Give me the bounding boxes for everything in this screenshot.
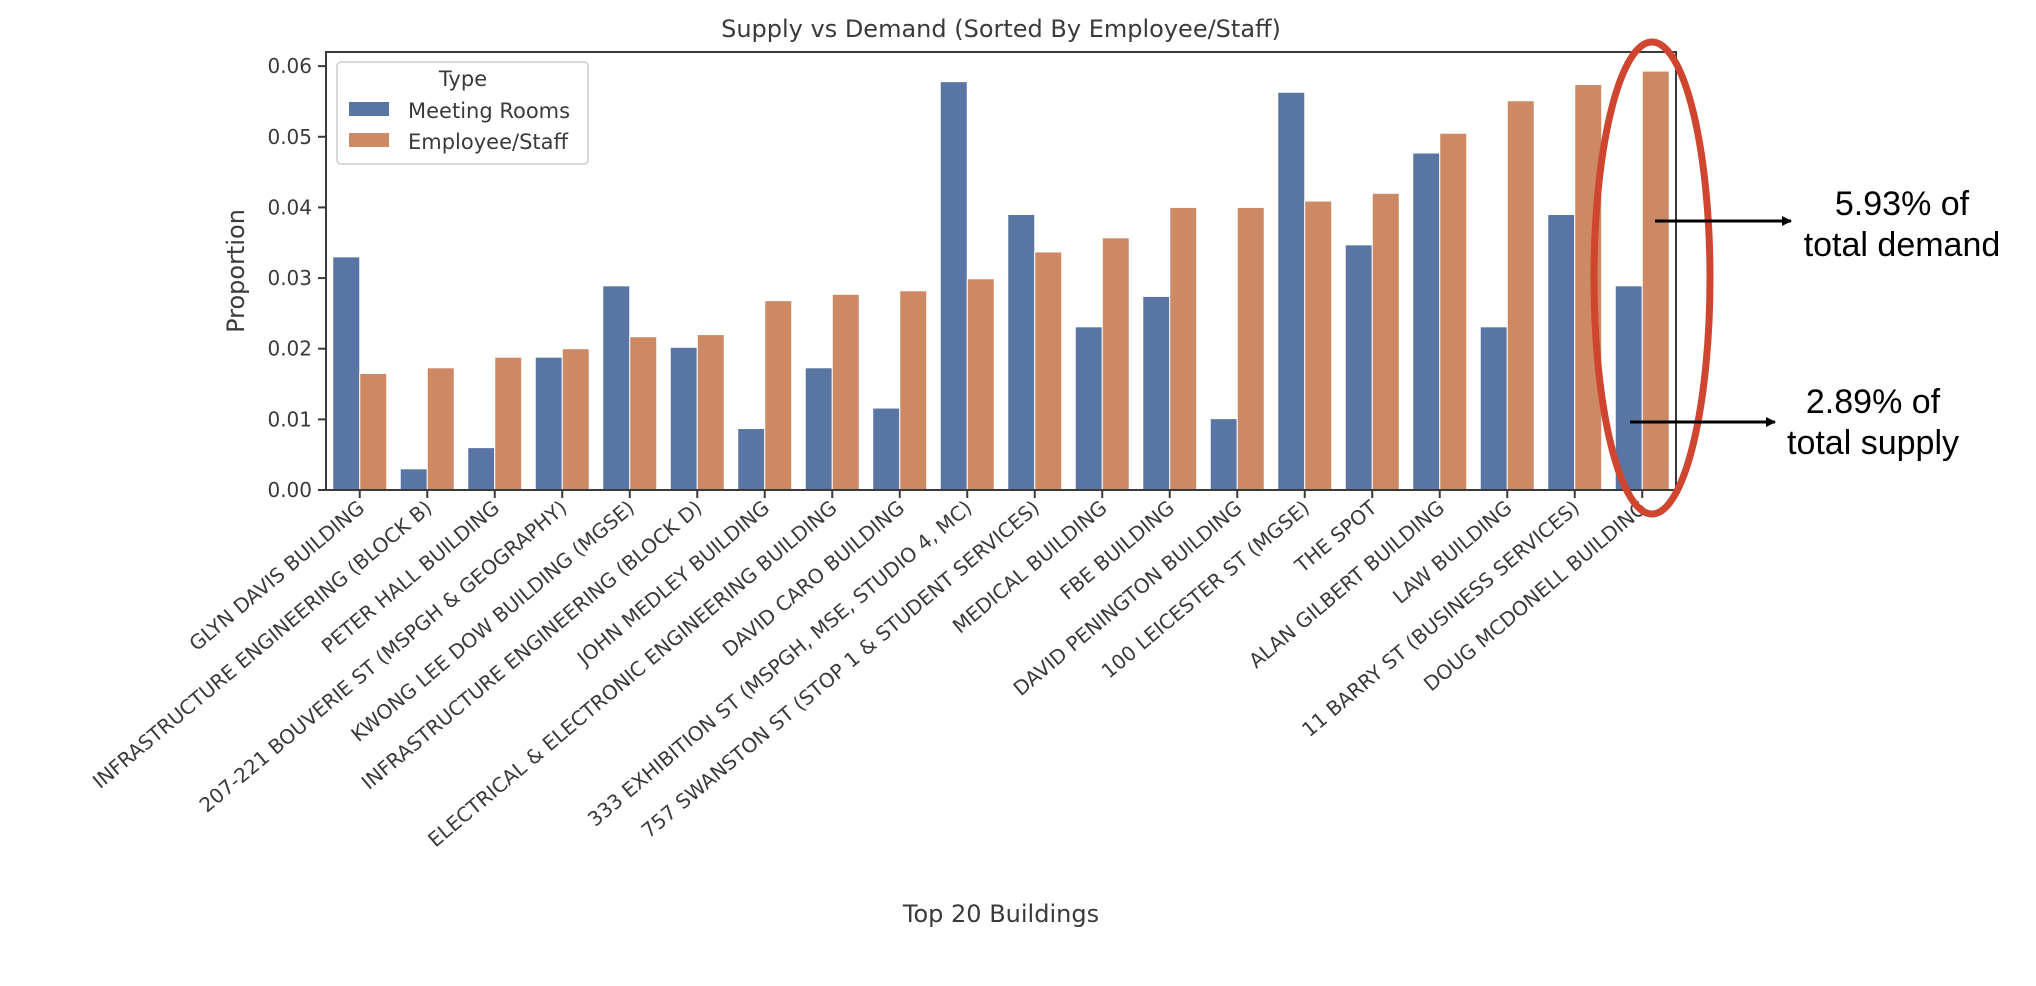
- bar-meeting-rooms-12: [1142, 295, 1171, 491]
- x-tick-label: LAW BUILDING: [1388, 495, 1516, 608]
- bar-employee-staff-5: [696, 334, 725, 491]
- bar-employee-staff-2: [494, 356, 523, 491]
- bar-employee-staff-12: [1169, 206, 1198, 491]
- bar-meeting-rooms-14: [1277, 91, 1306, 491]
- bar-meeting-rooms-6: [737, 428, 766, 491]
- x-tick-label: FBE BUILDING: [1055, 495, 1179, 604]
- bar-meeting-rooms-3: [534, 356, 563, 491]
- highlight-ellipse: [1590, 38, 1714, 518]
- bar-employee-staff-8: [899, 290, 928, 491]
- bar-meeting-rooms-11: [1074, 326, 1103, 491]
- legend: Type Meeting Rooms Employee/Staff: [336, 61, 589, 165]
- bar-employee-staff-13: [1236, 206, 1265, 491]
- bar-employee-staff-0: [359, 372, 388, 491]
- supply-annotation-line2: total supply: [1787, 424, 1959, 462]
- bar-employee-staff-7: [831, 293, 860, 491]
- bar-meeting-rooms-7: [804, 367, 833, 491]
- bar-meeting-rooms-19: [1614, 285, 1643, 491]
- supply-annotation-line1: 2.89% of: [1806, 383, 1941, 421]
- y-tick-label: 0.03: [267, 266, 312, 290]
- bar-meeting-rooms-8: [872, 407, 901, 491]
- x-axis-label: Top 20 Buildings: [902, 900, 1099, 928]
- legend-swatch-employee-staff: [349, 133, 389, 147]
- plot-frame: [325, 51, 1677, 491]
- bar-meeting-rooms-4: [602, 285, 631, 491]
- legend-title: Type: [438, 67, 487, 91]
- bar-employee-staff-16: [1439, 132, 1468, 491]
- bar-employee-staff-3: [561, 348, 590, 491]
- bar-meeting-rooms-18: [1547, 213, 1576, 491]
- bar-meeting-rooms-0: [332, 256, 361, 491]
- bar-employee-staff-1: [426, 367, 455, 491]
- bar-employee-staff-17: [1506, 100, 1535, 491]
- bar-meeting-rooms-10: [1007, 213, 1036, 491]
- bar-employee-staff-6: [764, 300, 793, 491]
- y-tick-label: 0.01: [267, 407, 312, 431]
- bar-meeting-rooms-9: [939, 81, 968, 491]
- bars-group: [332, 70, 1670, 491]
- y-tick-label: 0.06: [267, 54, 312, 78]
- bar-meeting-rooms-5: [669, 346, 698, 491]
- chart-title: Supply vs Demand (Sorted By Employee/Sta…: [721, 15, 1281, 43]
- bar-meeting-rooms-1: [399, 468, 428, 491]
- bar-meeting-rooms-17: [1479, 326, 1508, 491]
- y-tick-label: 0.00: [267, 478, 312, 502]
- bar-employee-staff-18: [1574, 84, 1603, 491]
- bar-employee-staff-19: [1641, 70, 1670, 491]
- bar-employee-staff-4: [629, 336, 658, 491]
- bar-meeting-rooms-2: [467, 447, 496, 491]
- bar-employee-staff-10: [1034, 251, 1063, 491]
- demand-annotation-line1: 5.93% of: [1835, 185, 1970, 223]
- y-tick-label: 0.02: [267, 337, 312, 361]
- bar-employee-staff-15: [1371, 192, 1400, 491]
- bar-employee-staff-9: [966, 278, 995, 491]
- legend-label-employee-staff: Employee/Staff: [408, 130, 569, 154]
- y-tick-label: 0.04: [267, 195, 312, 219]
- legend-swatch-meeting-rooms: [349, 102, 389, 116]
- y-tick-label: 0.05: [267, 125, 312, 149]
- bar-meeting-rooms-16: [1412, 152, 1441, 491]
- bar-meeting-rooms-15: [1344, 244, 1373, 491]
- legend-label-meeting-rooms: Meeting Rooms: [408, 99, 570, 123]
- bar-meeting-rooms-13: [1209, 418, 1238, 491]
- demand-annotation-line2: total demand: [1804, 226, 2001, 264]
- legend-box: [336, 61, 589, 165]
- bar-employee-staff-11: [1101, 237, 1130, 491]
- y-axis: 0.00 0.01 0.02 0.03 0.04 0.05 0.06: [267, 54, 326, 502]
- bar-employee-staff-14: [1304, 200, 1333, 491]
- y-axis-label: Proportion: [222, 209, 250, 333]
